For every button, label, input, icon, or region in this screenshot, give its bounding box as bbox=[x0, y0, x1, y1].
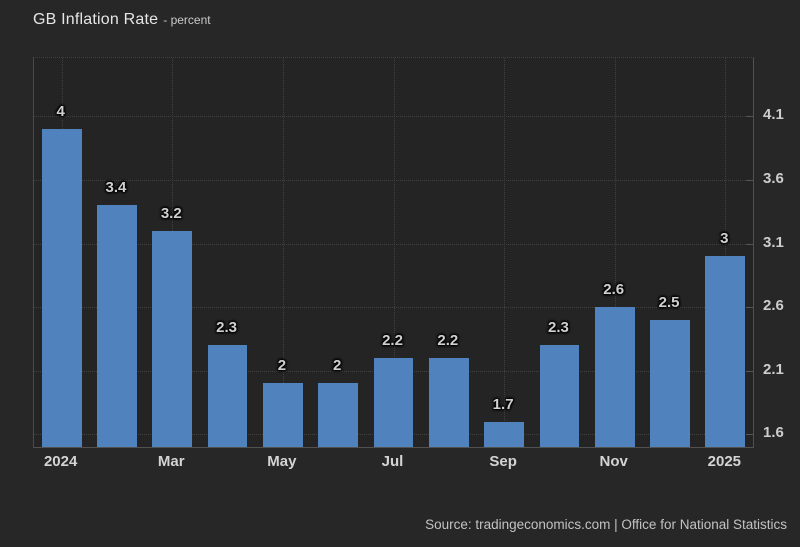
bar-value-label: 3.4 bbox=[105, 179, 127, 197]
bar-value-label: 2 bbox=[333, 357, 342, 375]
bar[interactable] bbox=[650, 319, 690, 447]
x-gridline bbox=[504, 58, 505, 447]
bar[interactable] bbox=[705, 256, 746, 447]
bar-value-label: 2.5 bbox=[658, 293, 680, 311]
bar-value-label: 2.2 bbox=[382, 332, 403, 349]
y-axis-label: 2.6 bbox=[763, 297, 784, 314]
chart-header: GB Inflation Rate - percent bbox=[33, 11, 211, 29]
y-axis-tick bbox=[746, 244, 753, 245]
y-axis-tick bbox=[746, 434, 753, 435]
y-gridline bbox=[34, 307, 753, 308]
chart-title: GB Inflation Rate bbox=[33, 11, 159, 28]
x-gridline bbox=[725, 58, 726, 447]
bar[interactable] bbox=[262, 383, 303, 447]
bar-value-label: 2.6 bbox=[603, 281, 625, 299]
x-axis-label: Nov bbox=[599, 453, 628, 470]
bar-value-label: 2.3 bbox=[547, 319, 569, 337]
x-axis-label: Jul bbox=[381, 453, 404, 470]
bar-value-label: 2.2 bbox=[437, 332, 459, 349]
x-axis-label: May bbox=[267, 453, 297, 470]
bar-value-label: 2 bbox=[277, 357, 287, 375]
x-axis-label: 2024 bbox=[43, 453, 78, 470]
y-axis-label: 1.6 bbox=[763, 424, 784, 441]
bar[interactable] bbox=[207, 345, 248, 447]
bar[interactable] bbox=[539, 345, 580, 447]
bar[interactable] bbox=[152, 230, 193, 447]
y-axis-tick bbox=[746, 307, 753, 308]
bar[interactable] bbox=[373, 358, 414, 447]
bar[interactable] bbox=[428, 358, 469, 447]
bar[interactable] bbox=[97, 205, 137, 447]
x-gridline bbox=[394, 58, 395, 447]
plot-area bbox=[33, 57, 754, 448]
y-axis-label: 2.1 bbox=[763, 361, 784, 378]
bar[interactable] bbox=[594, 307, 635, 447]
y-gridline bbox=[34, 116, 753, 117]
x-gridline bbox=[615, 58, 616, 447]
x-axis-label: 2025 bbox=[707, 453, 742, 470]
source-credit: Source: tradingeconomics.com | Office fo… bbox=[425, 517, 787, 532]
bar[interactable] bbox=[318, 383, 359, 447]
bar-value-label: 2.3 bbox=[216, 319, 237, 337]
y-gridline bbox=[34, 244, 753, 245]
y-axis-label: 3.1 bbox=[763, 234, 784, 251]
bar[interactable] bbox=[484, 421, 525, 447]
y-axis-tick bbox=[746, 116, 753, 117]
y-axis-tick bbox=[746, 371, 753, 372]
bar-value-label: 3.2 bbox=[160, 204, 182, 222]
chart-subtitle: - percent bbox=[163, 13, 211, 27]
x-axis-label: Mar bbox=[157, 453, 185, 470]
y-gridline bbox=[34, 180, 753, 181]
x-axis-label: Sep bbox=[489, 453, 517, 470]
x-gridline bbox=[283, 58, 284, 447]
y-axis-label: 3.6 bbox=[763, 170, 784, 187]
y-axis-label: 4.1 bbox=[763, 106, 784, 123]
y-axis-tick bbox=[746, 180, 753, 181]
bar[interactable] bbox=[41, 129, 82, 447]
bar-value-label: 4 bbox=[56, 103, 65, 121]
bar-value-label: 3 bbox=[720, 230, 729, 248]
bar-value-label: 1.7 bbox=[492, 395, 514, 413]
